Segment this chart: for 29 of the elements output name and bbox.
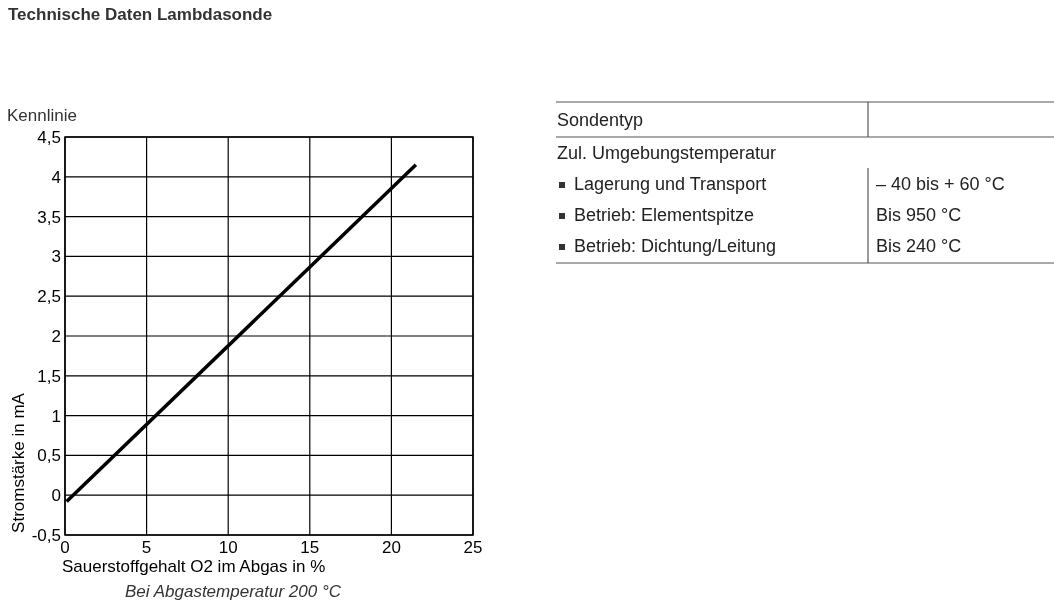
y-tick-label: 3,5 xyxy=(37,207,61,227)
y-tick-label: -0,5 xyxy=(31,526,61,545)
y-tick-label: 2,5 xyxy=(37,287,61,307)
x-tick-label: 25 xyxy=(463,538,483,557)
category-label: Betrieb: Elementspitze xyxy=(574,205,755,225)
text: Bis 240 °C xyxy=(876,236,962,256)
x-tick-label: 15 xyxy=(300,538,320,557)
category-label: Sondentyp xyxy=(557,110,644,130)
category-label: Lagerung und Transport xyxy=(574,174,767,194)
chart-subtitle: Kennlinie xyxy=(7,106,77,125)
text: – 40 bis + 60 °C xyxy=(876,174,1005,194)
y-tick-label: 0 xyxy=(51,486,61,506)
chart-title: Technische Daten Lambdasonde xyxy=(8,5,273,24)
x-tick-label: 20 xyxy=(381,538,401,557)
y-axis-title: Stromstärke in mA xyxy=(9,392,28,533)
y-tick-label: 4,5 xyxy=(37,128,61,147)
y-tick-label: 1 xyxy=(51,406,61,426)
x-axis-title: Sauerstoffgehalt O2 im Abgas in % xyxy=(62,557,326,576)
text: Bei Abgastemperatur 200 °C xyxy=(125,582,342,601)
y-tick-label: 3 xyxy=(51,247,61,267)
y-tick-label: 4 xyxy=(51,167,61,187)
text: Bis 950 °C xyxy=(876,205,962,225)
y-tick-label: 0,5 xyxy=(37,446,61,466)
y-tick-label: 2 xyxy=(51,327,61,346)
category-label: Betrieb: Dichtung/Leitung xyxy=(574,236,777,256)
x-tick-label: 10 xyxy=(218,538,238,557)
y-tick-label: 1,5 xyxy=(37,366,61,386)
category-label: Zul. Umgebungstemperatur xyxy=(557,143,777,163)
x-tick-label: 5 xyxy=(141,538,152,557)
